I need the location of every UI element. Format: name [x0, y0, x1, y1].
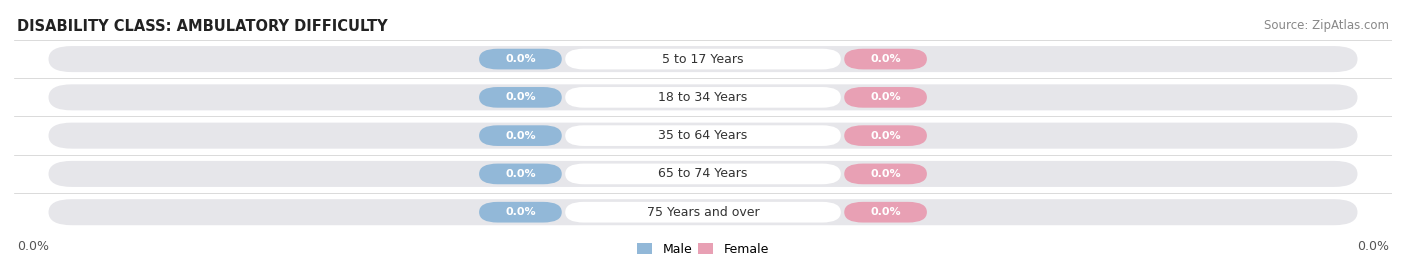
Text: 0.0%: 0.0%: [505, 92, 536, 102]
FancyBboxPatch shape: [48, 84, 1358, 110]
Text: 0.0%: 0.0%: [870, 54, 901, 64]
FancyBboxPatch shape: [844, 87, 927, 108]
FancyBboxPatch shape: [48, 46, 1358, 72]
Text: 0.0%: 0.0%: [870, 207, 901, 217]
Text: 0.0%: 0.0%: [505, 207, 536, 217]
FancyBboxPatch shape: [479, 125, 562, 146]
Text: DISABILITY CLASS: AMBULATORY DIFFICULTY: DISABILITY CLASS: AMBULATORY DIFFICULTY: [17, 19, 388, 34]
FancyBboxPatch shape: [844, 125, 927, 146]
Text: 0.0%: 0.0%: [505, 54, 536, 64]
FancyBboxPatch shape: [479, 49, 562, 69]
FancyBboxPatch shape: [844, 164, 927, 184]
Text: 0.0%: 0.0%: [1357, 240, 1389, 253]
Text: 0.0%: 0.0%: [870, 169, 901, 179]
FancyBboxPatch shape: [48, 123, 1358, 149]
Text: 0.0%: 0.0%: [17, 240, 49, 253]
FancyBboxPatch shape: [565, 125, 841, 146]
Text: 0.0%: 0.0%: [505, 131, 536, 141]
FancyBboxPatch shape: [479, 202, 562, 222]
Text: 75 Years and over: 75 Years and over: [647, 206, 759, 219]
Text: 0.0%: 0.0%: [870, 131, 901, 141]
Text: 0.0%: 0.0%: [505, 169, 536, 179]
Text: Source: ZipAtlas.com: Source: ZipAtlas.com: [1264, 19, 1389, 32]
FancyBboxPatch shape: [844, 202, 927, 222]
FancyBboxPatch shape: [565, 202, 841, 222]
FancyBboxPatch shape: [565, 87, 841, 108]
FancyBboxPatch shape: [479, 164, 562, 184]
FancyBboxPatch shape: [48, 199, 1358, 225]
FancyBboxPatch shape: [565, 164, 841, 184]
Text: 5 to 17 Years: 5 to 17 Years: [662, 52, 744, 66]
FancyBboxPatch shape: [48, 161, 1358, 187]
Text: 65 to 74 Years: 65 to 74 Years: [658, 167, 748, 180]
Text: 35 to 64 Years: 35 to 64 Years: [658, 129, 748, 142]
Text: 18 to 34 Years: 18 to 34 Years: [658, 91, 748, 104]
FancyBboxPatch shape: [479, 87, 562, 108]
FancyBboxPatch shape: [844, 49, 927, 69]
Text: 0.0%: 0.0%: [870, 92, 901, 102]
Legend: Male, Female: Male, Female: [633, 238, 773, 261]
FancyBboxPatch shape: [565, 49, 841, 69]
